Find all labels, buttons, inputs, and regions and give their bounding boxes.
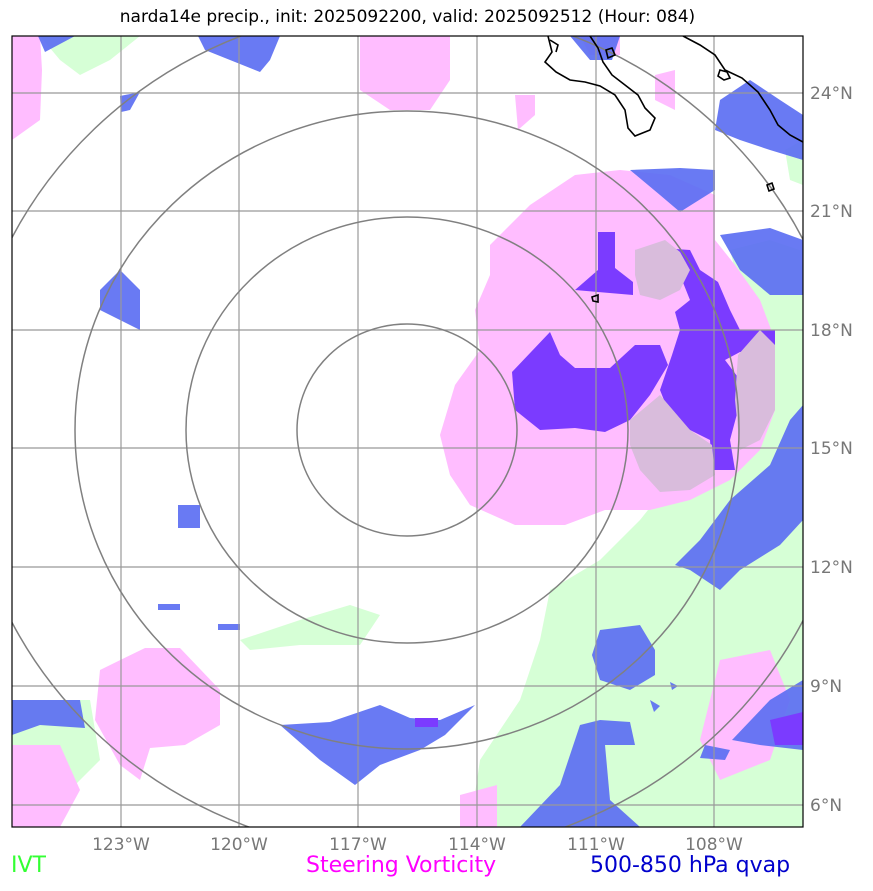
range-ring <box>74 110 740 750</box>
lat-label: 15°N <box>810 439 853 459</box>
lat-label: 9°N <box>810 677 842 697</box>
map-title: narda14e precip., init: 2025092200, vali… <box>119 7 696 27</box>
legend-qvap: 500-850 hPa qvap <box>590 853 791 878</box>
mixed-overlap-field <box>630 240 775 492</box>
lon-label: 117°W <box>329 835 387 855</box>
legend-vorticity: Steering Vorticity <box>306 853 497 878</box>
graticule <box>12 36 803 827</box>
lat-label: 6°N <box>810 796 842 816</box>
lat-label: 24°N <box>810 84 853 104</box>
lon-label: 111°W <box>567 835 625 855</box>
lon-label: 114°W <box>448 835 506 855</box>
coastline <box>543 36 803 303</box>
lat-label: 12°N <box>810 558 853 578</box>
legend-ivt: IVT <box>11 853 46 878</box>
lon-label: 108°W <box>685 835 743 855</box>
range-ring <box>296 323 518 537</box>
range-rings <box>12 36 803 827</box>
map-frame <box>11 35 804 828</box>
latitude-labels: 24°N 21°N 18°N 15°N 12°N 9°N 6°N <box>810 84 853 816</box>
range-ring <box>185 216 629 644</box>
lon-label: 120°W <box>210 835 268 855</box>
lon-label: 123°W <box>92 835 150 855</box>
lat-label: 21°N <box>810 202 853 222</box>
lat-label: 18°N <box>810 321 853 341</box>
longitude-labels: 123°W 120°W 117°W 114°W 111°W 108°W <box>92 835 743 855</box>
